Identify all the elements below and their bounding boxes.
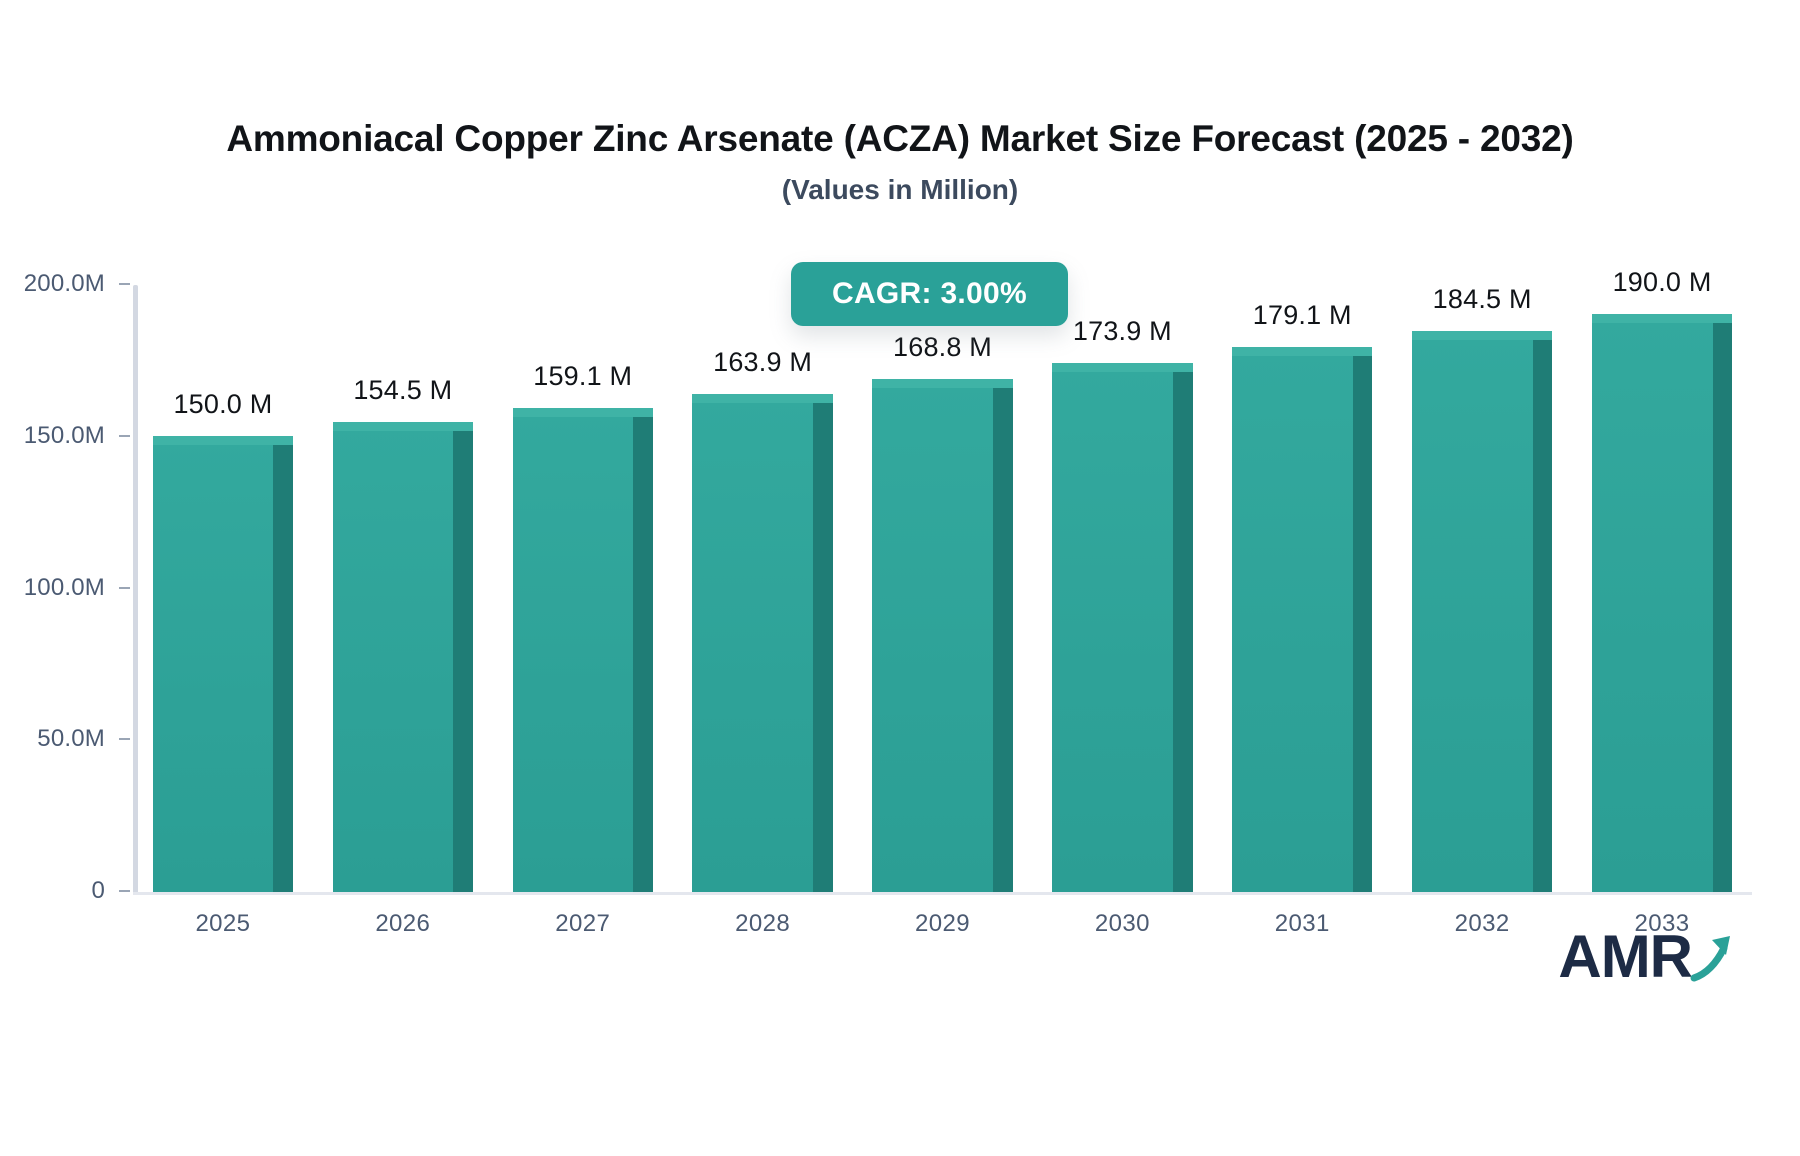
x-axis-tick-label: 2028: [735, 910, 791, 937]
x-axis-tick-label: 2029: [914, 910, 970, 937]
bar-2033[interactable]: [1591, 314, 1733, 892]
bar-side-face: [993, 387, 1013, 892]
x-axis-tick-label: 2033: [1634, 910, 1690, 937]
bar-2027[interactable]: [512, 408, 653, 892]
bar-value-label: 173.9 M: [1072, 316, 1172, 347]
bar-front-face: [512, 409, 634, 892]
bar-2028[interactable]: [692, 393, 833, 892]
x-axis-tick-label: 2032: [1454, 910, 1510, 937]
bar-value-label: 150.0 M: [173, 388, 273, 419]
bar-value-label: 184.5 M: [1432, 284, 1532, 315]
x-axis-tick-label: 2027: [555, 910, 611, 937]
bar-2030[interactable]: [1052, 363, 1193, 892]
x-axis-tick-label: 2030: [1094, 910, 1150, 937]
x-axis-line: [133, 892, 1752, 895]
bar-top-face: [1052, 363, 1193, 373]
y-axis-tick-mark: [119, 586, 130, 589]
bar-2032[interactable]: [1412, 331, 1553, 892]
x-axis-tick-label: 2026: [375, 910, 431, 937]
bar-side-face: [813, 402, 833, 892]
bar-top-face: [692, 393, 833, 403]
bar-front-face: [692, 394, 814, 892]
bar-top-face: [1232, 347, 1373, 357]
bar-side-face: [1352, 356, 1373, 892]
y-axis-tick-mark: [119, 890, 130, 892]
bar-2031[interactable]: [1232, 347, 1373, 892]
bar-side-face: [1532, 340, 1553, 892]
bar-value-label: 190.0 M: [1612, 267, 1712, 298]
bar-2029[interactable]: [872, 378, 1013, 892]
cagr-badge-label: CAGR: 3.00%: [831, 277, 1028, 310]
y-axis-tick-mark: [119, 283, 130, 285]
bar-side-face: [1712, 323, 1733, 892]
bar-value-label: 168.8 M: [893, 331, 992, 362]
cagr-badge: CAGR: 3.00%: [791, 262, 1068, 326]
bar-front-face: [332, 423, 454, 892]
y-axis-tick-mark: [119, 738, 130, 741]
page-title: Ammoniacal Copper Zinc Arsenate (ACZA) M…: [226, 118, 1574, 159]
amr-logo-text: AMR: [1558, 923, 1693, 990]
bar-side-face: [633, 417, 653, 892]
bar-value-label: 163.9 M: [713, 346, 813, 377]
y-axis-tick-mark: [119, 434, 130, 437]
bar-top-face: [332, 422, 473, 432]
bar-front-face: [152, 436, 274, 892]
bar-side-face: [1172, 372, 1193, 892]
bar-front-face: [1412, 332, 1533, 892]
y-axis-line: [133, 285, 138, 895]
y-axis-tick-label: 200.0M: [0, 270, 130, 298]
plot-area: [133, 285, 1752, 895]
bar-front-face: [1591, 315, 1713, 892]
growth-arrow-icon: [1686, 926, 1748, 988]
bar-front-face: [1232, 348, 1353, 892]
bar-2026[interactable]: [332, 422, 473, 892]
bar-value-label: 154.5 M: [353, 375, 453, 406]
y-axis-tick-label: 100.0M: [0, 574, 130, 602]
bar-side-face: [273, 444, 294, 892]
bar-value-label: 159.1 M: [533, 361, 633, 392]
bar-front-face: [872, 379, 993, 892]
bar-value-label: 179.1 M: [1252, 300, 1352, 331]
bar-front-face: [1052, 364, 1173, 892]
y-axis-tick-label: 0: [0, 877, 130, 905]
chart-subtitle: (Values in Million): [781, 174, 1019, 205]
y-axis-tick-label: 150.0M: [0, 422, 130, 450]
bar-side-face: [453, 431, 473, 892]
bar-top-face: [512, 408, 653, 418]
amr-logo: AMR: [1558, 926, 1748, 988]
bar-2025[interactable]: [152, 435, 294, 892]
x-axis-tick-label: 2031: [1274, 910, 1330, 937]
bar-top-face: [152, 435, 294, 445]
y-axis-tick-label: 50.0M: [0, 725, 130, 753]
bar-top-face: [1591, 314, 1733, 324]
x-axis-tick-label: 2025: [195, 910, 251, 937]
bar-series: [133, 285, 1752, 892]
bar-top-face: [1412, 331, 1553, 341]
bar-top-face: [872, 378, 1013, 388]
